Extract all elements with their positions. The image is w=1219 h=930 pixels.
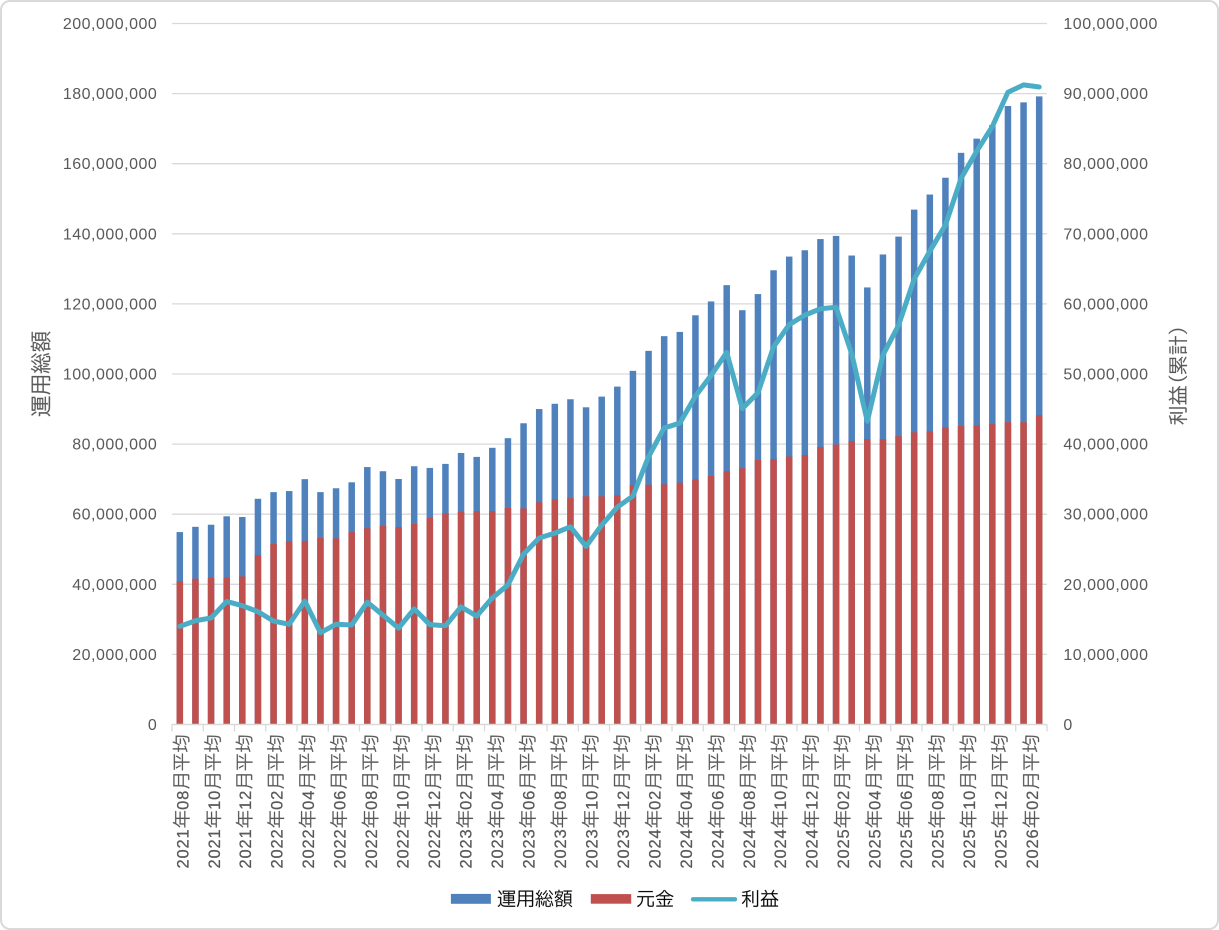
svg-text:2023: 2023 — [458, 828, 476, 868]
svg-text:06: 06 — [520, 790, 538, 810]
svg-text:2022: 2022 — [269, 828, 287, 868]
svg-text:2026: 2026 — [1024, 828, 1042, 868]
svg-text:2023: 2023 — [489, 828, 507, 868]
svg-text:02: 02 — [835, 790, 853, 810]
svg-text:2022: 2022 — [363, 828, 381, 868]
svg-text:80,000,000: 80,000,000 — [1063, 156, 1148, 173]
svg-text:2023: 2023 — [615, 828, 633, 868]
svg-text:10: 10 — [772, 790, 790, 810]
svg-text:08: 08 — [741, 790, 759, 810]
svg-text:0: 0 — [1063, 717, 1072, 734]
svg-text:12: 12 — [615, 790, 633, 810]
svg-text:04: 04 — [489, 790, 507, 810]
svg-text:2024: 2024 — [772, 828, 790, 868]
svg-text:200,000,000: 200,000,000 — [63, 16, 157, 33]
svg-text:30,000,000: 30,000,000 — [1063, 507, 1148, 524]
svg-text:12: 12 — [993, 790, 1011, 810]
svg-text:12: 12 — [426, 790, 444, 810]
svg-text:06: 06 — [709, 790, 727, 810]
svg-text:80,000,000: 80,000,000 — [72, 437, 157, 454]
svg-text:100,000,000: 100,000,000 — [1063, 16, 1157, 33]
svg-text:10: 10 — [206, 790, 224, 810]
svg-text:2024: 2024 — [741, 828, 759, 868]
svg-text:2022: 2022 — [300, 828, 318, 868]
svg-text:100,000,000: 100,000,000 — [63, 367, 157, 384]
svg-text:2024: 2024 — [709, 828, 727, 868]
svg-text:08: 08 — [552, 790, 570, 810]
svg-text:2025: 2025 — [993, 828, 1011, 868]
svg-text:02: 02 — [458, 790, 476, 810]
svg-text:140,000,000: 140,000,000 — [63, 226, 157, 243]
svg-text:10,000,000: 10,000,000 — [1063, 647, 1148, 664]
svg-text:2021: 2021 — [237, 828, 255, 868]
svg-text:50,000,000: 50,000,000 — [1063, 367, 1148, 384]
svg-text:2021: 2021 — [206, 828, 224, 868]
svg-text:90,000,000: 90,000,000 — [1063, 86, 1148, 103]
svg-text:2024: 2024 — [804, 828, 822, 868]
svg-text:2025: 2025 — [835, 828, 853, 868]
svg-text:2021: 2021 — [174, 828, 192, 868]
svg-text:06: 06 — [898, 790, 916, 810]
svg-text:2023: 2023 — [583, 828, 601, 868]
svg-text:12: 12 — [804, 790, 822, 810]
svg-text:08: 08 — [174, 790, 192, 810]
svg-text:40,000,000: 40,000,000 — [1063, 437, 1148, 454]
svg-text:02: 02 — [1024, 790, 1042, 810]
svg-text:12: 12 — [237, 790, 255, 810]
svg-text:60,000,000: 60,000,000 — [1063, 296, 1148, 313]
svg-text:2024: 2024 — [678, 828, 696, 868]
svg-text:10: 10 — [961, 790, 979, 810]
svg-text:120,000,000: 120,000,000 — [63, 296, 157, 313]
svg-text:08: 08 — [930, 790, 948, 810]
svg-text:2025: 2025 — [930, 828, 948, 868]
svg-text:2022: 2022 — [395, 828, 413, 868]
svg-text:180,000,000: 180,000,000 — [63, 86, 157, 103]
svg-text:2022: 2022 — [426, 828, 444, 868]
svg-text:04: 04 — [867, 790, 885, 810]
svg-text:06: 06 — [332, 790, 350, 810]
svg-text:2024: 2024 — [646, 828, 664, 868]
svg-text:2025: 2025 — [961, 828, 979, 868]
svg-text:2025: 2025 — [867, 828, 885, 868]
svg-text:0: 0 — [148, 717, 157, 734]
svg-text:2023: 2023 — [520, 828, 538, 868]
svg-text:20,000,000: 20,000,000 — [72, 647, 157, 664]
svg-text:02: 02 — [269, 790, 287, 810]
svg-text:08: 08 — [363, 790, 381, 810]
svg-text:04: 04 — [300, 790, 318, 810]
svg-text:2022: 2022 — [332, 828, 350, 868]
svg-text:10: 10 — [583, 790, 601, 810]
svg-text:04: 04 — [678, 790, 696, 810]
svg-text:02: 02 — [646, 790, 664, 810]
svg-text:70,000,000: 70,000,000 — [1063, 226, 1148, 243]
svg-text:40,000,000: 40,000,000 — [72, 577, 157, 594]
svg-text:60,000,000: 60,000,000 — [72, 507, 157, 524]
svg-text:20,000,000: 20,000,000 — [1063, 577, 1148, 594]
svg-text:2025: 2025 — [898, 828, 916, 868]
svg-text:160,000,000: 160,000,000 — [63, 156, 157, 173]
svg-text:2023: 2023 — [552, 828, 570, 868]
svg-text:10: 10 — [395, 790, 413, 810]
